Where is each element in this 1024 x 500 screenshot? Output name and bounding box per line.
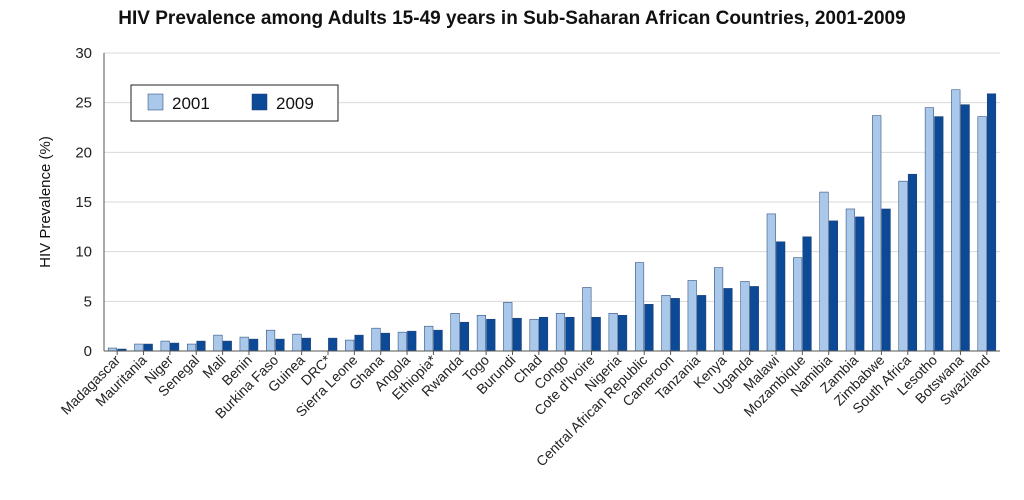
bar-2001 [186, 343, 197, 352]
bar-2009 [881, 208, 891, 352]
bar-2001 [819, 191, 829, 352]
bar-2009 [802, 236, 812, 352]
legend: 2001 2009 [130, 84, 339, 122]
bar-2009 [222, 340, 232, 352]
bar-2009 [433, 329, 443, 352]
bar-2009 [670, 298, 680, 352]
bar-2009 [749, 286, 759, 352]
bar-2009 [986, 93, 997, 352]
bar-2001 [634, 262, 645, 352]
chart-title: HIV Prevalence among Adults 15-49 years … [118, 8, 906, 29]
bar-2009 [249, 338, 259, 352]
bar-2001 [977, 116, 987, 352]
bar-2001 [397, 331, 407, 352]
bar-2009 [723, 288, 733, 352]
y-tick-label: 20 [75, 144, 92, 161]
bar-2009 [354, 334, 364, 352]
bar-2009 [907, 173, 918, 352]
bar-2001 [845, 208, 855, 352]
bar-2001 [345, 339, 355, 352]
y-tick-label: 10 [75, 244, 92, 261]
y-tick-label: 0 [84, 343, 92, 360]
bar-2001 [608, 313, 618, 352]
bar-2001 [924, 107, 934, 352]
bar-2009 [143, 343, 153, 352]
y-tick-label: 25 [75, 95, 92, 112]
bar-2001 [503, 302, 513, 352]
bar-2001 [239, 336, 249, 352]
bar-2001 [266, 329, 276, 352]
bar-2001 [582, 287, 592, 352]
bars [107, 89, 997, 352]
legend-box [130, 84, 339, 122]
bar-2001 [714, 267, 724, 352]
y-tick-label: 15 [75, 194, 92, 211]
bar-2009 [196, 340, 206, 352]
axes [103, 53, 1000, 355]
bar-2009 [407, 330, 417, 352]
y-axis-title: HIV Prevalence (%) [37, 136, 54, 268]
bar-2009 [170, 342, 180, 352]
bar-2009 [776, 241, 786, 352]
bar-2009 [934, 116, 944, 352]
bar-2009 [855, 216, 865, 352]
bar-2001 [740, 281, 750, 352]
bar-2001 [898, 180, 908, 352]
bar-2001 [766, 213, 776, 352]
bar-2001 [555, 313, 566, 352]
bar-2001 [160, 340, 170, 352]
bar-2001 [872, 115, 882, 352]
bar-2009 [960, 104, 970, 352]
y-tick-labels: 0 5 10 15 20 25 30 [75, 45, 92, 360]
bar-2009 [275, 338, 285, 352]
bar-2001 [292, 333, 302, 352]
bar-2001 [661, 295, 671, 352]
bar-2001 [687, 280, 697, 352]
bar-2009 [565, 316, 575, 352]
bar-2009 [459, 321, 470, 352]
y-tick-label: 30 [75, 45, 92, 62]
legend-label-2001: 2001 [172, 94, 210, 113]
bar-2001 [793, 257, 803, 352]
bar-2001 [529, 318, 539, 352]
bar-2009 [644, 304, 654, 352]
bar-2001 [951, 89, 961, 352]
x-tick-labels: MadagascarMauritaniaNigerSenegalMaliBeni… [58, 351, 993, 469]
bar-2001 [371, 327, 381, 352]
bar-2009 [328, 337, 338, 352]
legend-swatch-2009 [251, 93, 268, 111]
bar-2009 [538, 316, 549, 352]
bar-2001 [213, 334, 223, 352]
legend-swatch-2001 [147, 93, 164, 111]
bar-2009 [828, 220, 838, 352]
bar-2009 [486, 318, 496, 352]
bar-2009 [591, 316, 601, 352]
bar-2001 [476, 314, 486, 352]
bar-2001 [424, 325, 434, 352]
bar-2009 [512, 317, 522, 352]
bar-2001 [450, 313, 460, 352]
bar-2009 [697, 295, 707, 352]
bar-2009 [301, 337, 311, 352]
bar-2001 [134, 343, 144, 352]
bar-2009 [380, 332, 390, 352]
y-tick-label: 5 [84, 293, 92, 310]
bar-2009 [618, 314, 628, 352]
legend-label-2009: 2009 [276, 94, 314, 113]
